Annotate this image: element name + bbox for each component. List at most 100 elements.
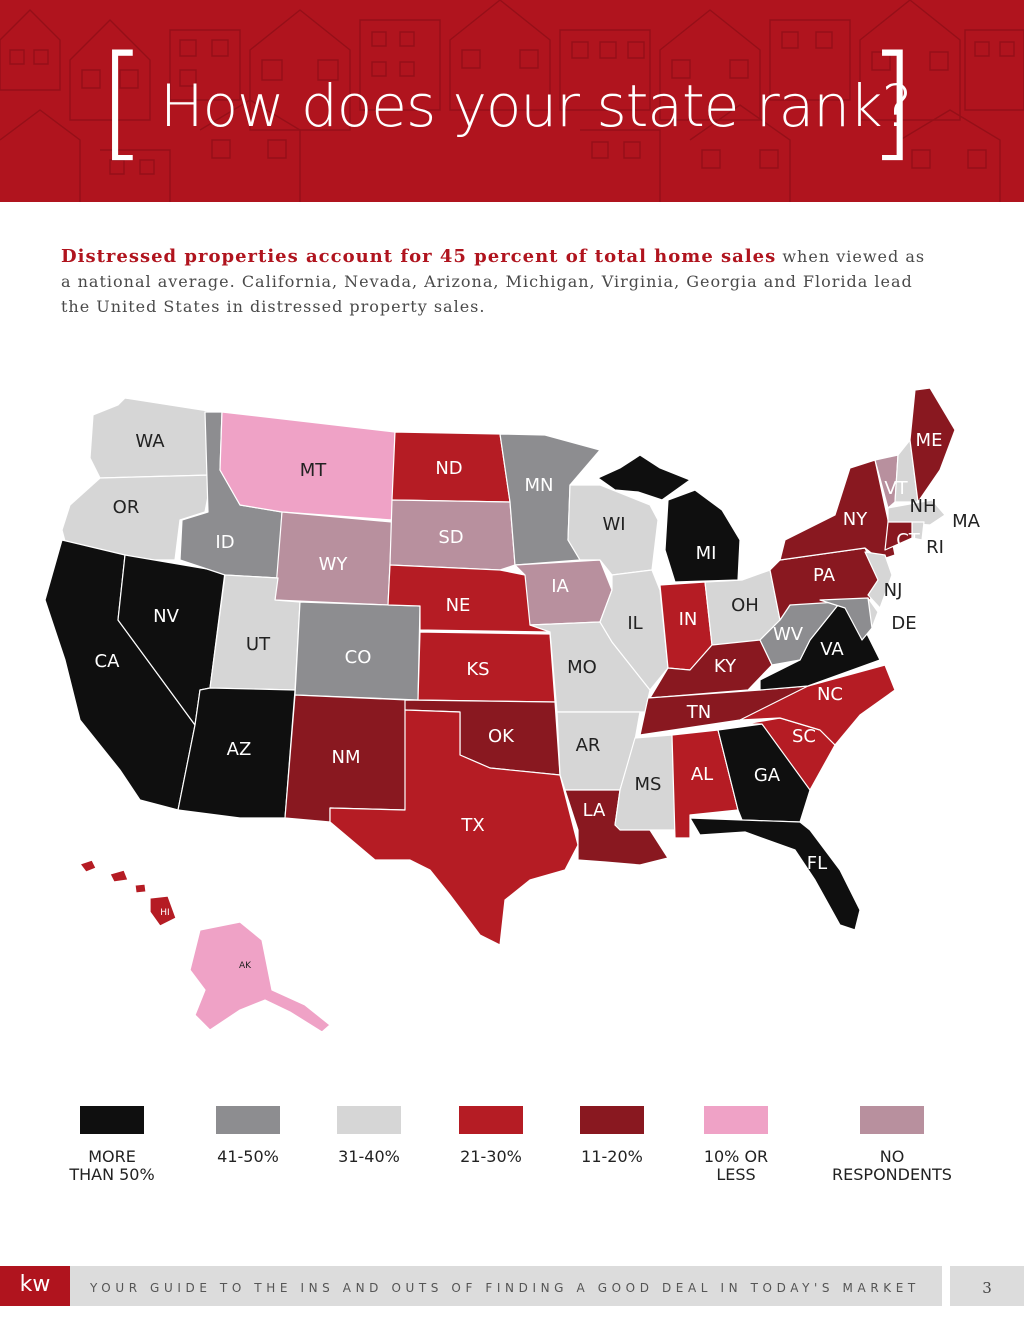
- footer-tagline: YOUR GUIDE TO THE INS AND OUTS OF FINDIN…: [90, 1281, 920, 1295]
- label-KY: KY: [714, 656, 737, 677]
- label-MA: MA: [952, 511, 981, 532]
- page-number-box: 3: [950, 1266, 1024, 1306]
- label-IA: IA: [551, 576, 569, 597]
- legend-item-no-respondents: NO RESPONDENTS: [812, 1106, 972, 1184]
- label-SC: SC: [792, 726, 816, 747]
- label-HI: HI: [160, 908, 169, 918]
- legend-label: 11-20%: [581, 1147, 643, 1166]
- label-MN: MN: [525, 475, 554, 496]
- label-FL: FL: [807, 853, 827, 874]
- state-AK: [189, 921, 331, 1033]
- legend-item-41-50: 41-50%: [178, 1106, 318, 1166]
- label-OR: OR: [113, 497, 140, 518]
- label-CT: CT: [896, 530, 921, 551]
- legend-swatch: [337, 1106, 401, 1134]
- intro-body: when viewed as a national average. Calif…: [61, 247, 926, 316]
- header-banner: [ How does your state rank? ]: [0, 0, 1024, 202]
- title-bracket-open: [: [98, 30, 147, 174]
- label-DE: DE: [891, 613, 916, 634]
- label-KS: KS: [466, 659, 489, 680]
- label-NE: NE: [446, 595, 471, 616]
- legend-item-10-or-less: 10% OR LESS: [666, 1106, 806, 1184]
- label-NH: NH: [910, 496, 937, 517]
- legend-item-21-30: 21-30%: [421, 1106, 561, 1166]
- label-NJ: NJ: [884, 580, 903, 601]
- us-map: WA OR CA NV ID MT WY UT AZ CO NM ND SD N…: [0, 330, 1024, 1050]
- state-shapes: [44, 387, 956, 1033]
- legend-label: 10% OR LESS: [703, 1147, 769, 1184]
- state-TX: [329, 709, 579, 946]
- legend-label: NO RESPONDENTS: [832, 1147, 952, 1184]
- legend-swatch: [80, 1106, 144, 1134]
- intro-paragraph: Distressed properties account for 45 per…: [61, 244, 941, 319]
- legend-label: MORE THAN 50%: [69, 1147, 155, 1184]
- label-VT: VT: [884, 478, 908, 499]
- legend-item-31-40: 31-40%: [299, 1106, 439, 1166]
- state-labels: WA OR CA NV ID MT WY UT AZ CO NM ND SD N…: [95, 430, 981, 971]
- house-sketch-pattern: [0, 0, 1024, 202]
- label-NM: NM: [332, 747, 361, 768]
- label-UT: UT: [246, 634, 271, 655]
- label-TX: TX: [460, 815, 484, 836]
- label-NY: NY: [843, 509, 868, 530]
- legend-swatch: [459, 1106, 523, 1134]
- state-FL: [689, 817, 861, 931]
- label-GA: GA: [754, 765, 781, 786]
- label-VA: VA: [820, 639, 844, 660]
- legend-item-11-20: 11-20%: [542, 1106, 682, 1166]
- label-LA: LA: [583, 800, 606, 821]
- label-MI: MI: [696, 543, 717, 564]
- state-SD: [389, 499, 516, 571]
- label-MS: MS: [635, 774, 662, 795]
- state-NY: [779, 459, 896, 561]
- page-title: How does your state rank?: [160, 72, 912, 140]
- label-NV: NV: [153, 606, 179, 627]
- label-ME: ME: [916, 430, 943, 451]
- kw-logo: kw: [0, 1266, 70, 1306]
- us-map-svg: WA OR CA NV ID MT WY UT AZ CO NM ND SD N…: [44, 387, 981, 1033]
- label-WV: WV: [773, 624, 804, 645]
- label-ID: ID: [215, 532, 234, 553]
- title-bracket-close: ]: [868, 30, 917, 174]
- label-IL: IL: [627, 613, 642, 634]
- label-MD: MD: [885, 639, 914, 660]
- label-IN: IN: [679, 609, 698, 630]
- label-WY: WY: [319, 554, 349, 575]
- label-AK: AK: [239, 961, 252, 971]
- state-MI: [597, 454, 741, 583]
- legend-label: 41-50%: [217, 1147, 279, 1166]
- state-CT: [884, 521, 913, 551]
- label-MO: MO: [567, 657, 597, 678]
- state-NJ: [864, 551, 893, 609]
- state-HI: [79, 859, 177, 927]
- map-legend: MORE THAN 50% 41-50% 31-40% 21-30% 11-20…: [0, 1106, 1024, 1186]
- label-AL: AL: [691, 764, 713, 785]
- label-WI: WI: [602, 514, 625, 535]
- label-OH: OH: [731, 595, 759, 616]
- label-AZ: AZ: [227, 739, 252, 760]
- intro-lead: Distressed properties account for 45 per…: [61, 246, 777, 267]
- label-PA: PA: [813, 565, 836, 586]
- legend-swatch: [860, 1106, 924, 1134]
- label-NC: NC: [817, 684, 843, 705]
- legend-swatch: [216, 1106, 280, 1134]
- page-number: 3: [982, 1279, 992, 1297]
- legend-swatch: [580, 1106, 644, 1134]
- label-AR: AR: [576, 735, 601, 756]
- legend-label: 21-30%: [460, 1147, 522, 1166]
- label-CO: CO: [345, 647, 372, 668]
- state-NE: [387, 564, 551, 633]
- label-ND: ND: [435, 458, 462, 479]
- legend-swatch: [704, 1106, 768, 1134]
- label-RI: RI: [926, 537, 944, 558]
- state-NC: [739, 664, 896, 746]
- label-SD: SD: [438, 527, 463, 548]
- legend-item-more-than-50: MORE THAN 50%: [42, 1106, 182, 1184]
- tagline-bar: YOUR GUIDE TO THE INS AND OUTS OF FINDIN…: [70, 1266, 942, 1306]
- state-IL: [599, 569, 669, 691]
- label-WA: WA: [135, 431, 165, 452]
- state-MD: [819, 597, 873, 641]
- legend-label: 31-40%: [338, 1147, 400, 1166]
- label-MT: MT: [300, 460, 328, 481]
- footer: kw YOUR GUIDE TO THE INS AND OUTS OF FIN…: [0, 1266, 1024, 1306]
